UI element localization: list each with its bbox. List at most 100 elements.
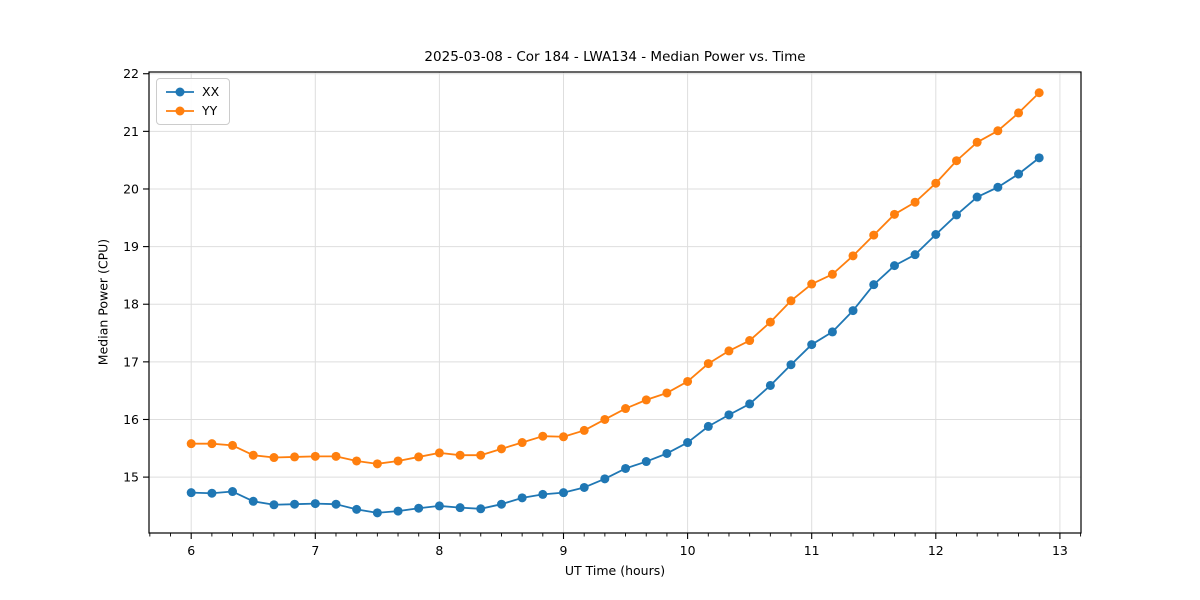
data-point	[703, 359, 713, 369]
data-point	[952, 156, 962, 166]
data-point	[331, 499, 341, 509]
data-point	[248, 450, 258, 460]
data-point	[455, 503, 465, 513]
legend-item-xx: XX	[165, 84, 219, 100]
legend-label-yy: YY	[202, 103, 218, 118]
svg-text:8: 8	[435, 543, 443, 558]
legend-label-xx: XX	[202, 84, 220, 99]
svg-text:15: 15	[123, 470, 139, 485]
data-point	[434, 501, 444, 511]
data-point	[434, 448, 444, 458]
svg-text:16: 16	[123, 412, 139, 427]
data-point	[207, 439, 217, 449]
data-point	[724, 410, 734, 420]
svg-text:22: 22	[123, 66, 139, 81]
series-yy	[186, 88, 1044, 469]
data-point	[269, 500, 279, 510]
svg-text:12: 12	[928, 543, 944, 558]
data-point	[1034, 153, 1044, 163]
data-point	[993, 182, 1003, 192]
data-point	[889, 261, 899, 271]
data-point	[869, 280, 879, 290]
data-point	[869, 230, 879, 240]
data-point	[931, 230, 941, 240]
data-point	[952, 210, 962, 220]
data-point	[352, 456, 362, 466]
x-axis-minor-ticks	[149, 533, 1082, 537]
data-point	[517, 493, 527, 503]
data-point	[786, 296, 796, 306]
data-point	[910, 250, 920, 260]
data-point	[662, 448, 672, 458]
xx-series-swatch-icon	[166, 87, 194, 97]
data-point	[807, 279, 817, 289]
data-point	[207, 488, 217, 498]
svg-text:18: 18	[123, 297, 139, 312]
data-point	[1014, 108, 1024, 118]
data-point	[993, 126, 1003, 136]
data-point	[538, 489, 548, 499]
data-point	[931, 178, 941, 188]
data-point	[827, 327, 837, 337]
data-point	[310, 499, 320, 509]
gridlines	[149, 72, 1081, 533]
data-point	[579, 425, 589, 435]
legend: XX YY	[156, 78, 231, 125]
chart-title: 2025-03-08 - Cor 184 - LWA134 - Median P…	[424, 49, 806, 65]
data-point	[786, 360, 796, 370]
data-point	[745, 336, 755, 346]
data-point	[331, 451, 341, 461]
svg-text:6: 6	[187, 543, 195, 558]
data-point	[889, 209, 899, 219]
data-point	[476, 450, 486, 460]
svg-text:7: 7	[311, 543, 319, 558]
data-point	[414, 452, 424, 462]
data-point	[517, 438, 527, 448]
data-point	[228, 487, 238, 497]
data-point	[186, 439, 196, 449]
data-point	[269, 453, 279, 463]
x-axis-label: UT Time (hours)	[564, 563, 666, 578]
data-point	[393, 506, 403, 516]
data-point	[600, 414, 610, 424]
svg-text:17: 17	[123, 354, 139, 369]
data-point	[745, 399, 755, 409]
data-point	[621, 463, 631, 473]
data-point	[393, 456, 403, 466]
data-point	[662, 388, 672, 398]
data-point	[724, 346, 734, 356]
data-point	[683, 438, 693, 448]
data-point	[290, 452, 300, 462]
y-axis-ticks: 15 16 17 18 19 20 21 22	[123, 66, 149, 485]
yy-series-swatch-icon	[166, 106, 194, 116]
data-point	[848, 251, 858, 261]
data-point	[1014, 169, 1024, 179]
axes-box	[148, 71, 1082, 534]
svg-text:11: 11	[804, 543, 820, 558]
data-point	[186, 488, 196, 498]
svg-text:20: 20	[123, 181, 139, 196]
data-point	[248, 496, 258, 506]
data-point	[683, 376, 693, 386]
data-point	[641, 457, 651, 467]
data-point	[372, 508, 382, 518]
svg-text:19: 19	[123, 239, 139, 254]
data-point	[765, 380, 775, 390]
data-point	[538, 431, 548, 441]
data-point	[414, 503, 424, 513]
data-point	[972, 137, 982, 147]
data-point	[496, 444, 506, 454]
data-point	[558, 432, 568, 442]
x-axis-ticks: 6 7 8 9 10 11 12 13	[187, 533, 1068, 558]
data-point	[372, 459, 382, 469]
data-point	[703, 421, 713, 431]
svg-text:13: 13	[1052, 543, 1068, 558]
data-point	[476, 504, 486, 514]
data-point	[1034, 88, 1044, 98]
data-point	[600, 474, 610, 484]
legend-item-yy: YY	[165, 103, 219, 119]
data-point	[310, 451, 320, 461]
data-point	[765, 317, 775, 327]
y-axis-label: Median Power (CPU)	[95, 238, 111, 366]
